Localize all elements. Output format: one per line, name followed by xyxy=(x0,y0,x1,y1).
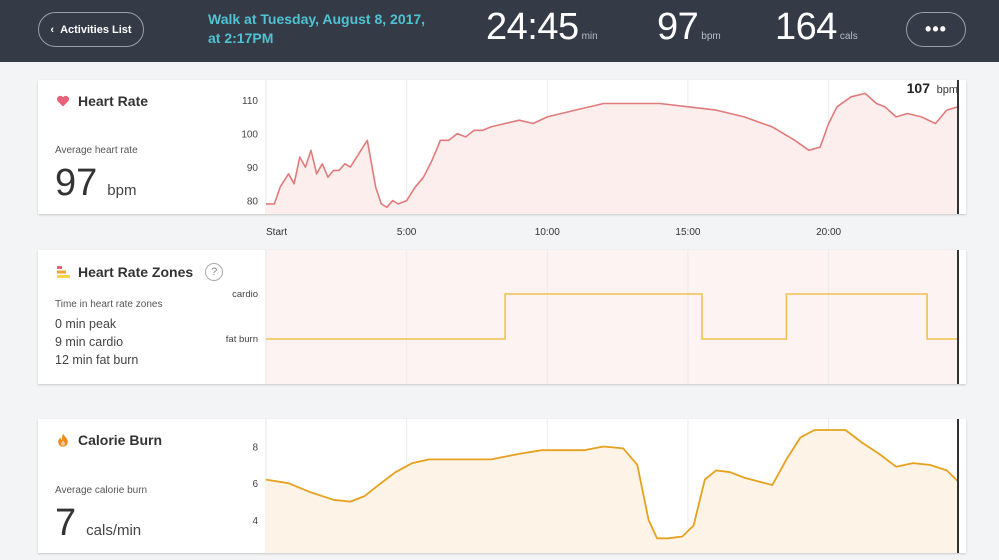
zones-level-label: cardio xyxy=(232,289,258,300)
bpm-unit: bpm xyxy=(701,31,721,42)
hr-y-tick-label: 110 xyxy=(242,96,258,107)
hr-line xyxy=(266,92,959,209)
more-dots-icon: ••• xyxy=(925,19,947,39)
cal-y-tick-label: 6 xyxy=(252,479,258,490)
time-axis: Start 5:00 10:00 15:00 20:00 xyxy=(266,227,842,238)
duration-unit: min xyxy=(581,31,598,42)
current-value-marker: 107 bpm xyxy=(907,80,959,553)
calorie-title: Calorie Burn xyxy=(56,432,162,448)
avg-heart-rate-unit: bpm xyxy=(107,182,137,199)
activity-title: Walk at Tuesday, August 8, 2017, at 2:17… xyxy=(208,10,448,48)
avg-calorie-value: 7 xyxy=(55,502,77,544)
zone-cardio: 9 min cardio xyxy=(55,335,124,349)
duration-value: 24:45 xyxy=(486,6,579,48)
activity-title-line2: at 2:17PM xyxy=(208,30,274,46)
x-tick-label: 15:00 xyxy=(675,227,700,238)
back-button-label: Activities List xyxy=(60,23,132,36)
avg-heart-rate-value: 97 xyxy=(55,162,98,204)
current-bpm-unit: bpm xyxy=(937,84,958,96)
cal-line xyxy=(265,429,959,540)
zones-title: Heart Rate Zones ? xyxy=(56,263,224,281)
avg-heart-rate: 97 bpm xyxy=(55,162,136,205)
x-tick-label: 10:00 xyxy=(535,227,560,238)
zones-time-label: Time in heart rate zones xyxy=(55,299,163,310)
hr-y-tick-label: 80 xyxy=(247,197,259,208)
avg-calorie-label: Average calorie burn xyxy=(55,485,148,496)
more-options-button[interactable]: ••• xyxy=(906,12,966,47)
activities-list-button[interactable]: ‹ Activities List xyxy=(38,12,144,47)
current-bpm-value: 107 xyxy=(907,80,931,96)
cal-area xyxy=(266,430,958,553)
avg-calorie-burn: 7 cals/min xyxy=(55,502,141,545)
zone-peak: 0 min peak xyxy=(55,317,117,331)
chevron-left-icon: ‹ xyxy=(50,23,55,36)
cal-y-tick-label: 4 xyxy=(252,516,258,527)
heart-rate-chart: 80 90 100 110 xyxy=(241,80,959,214)
calories-value: 164 xyxy=(775,6,837,48)
heart-rate-title: Heart Rate xyxy=(56,93,148,109)
x-tick-label: 5:00 xyxy=(397,227,417,238)
calorie-title-text: Calorie Burn xyxy=(78,432,163,448)
avg-calorie-unit: cals/min xyxy=(86,522,142,539)
zones-title-text: Heart Rate Zones xyxy=(78,264,194,280)
bpm-value: 97 xyxy=(657,6,699,48)
x-tick-label: 20:00 xyxy=(816,227,841,238)
duration-stat: 24:45 min xyxy=(486,6,598,49)
help-icon[interactable]: ? xyxy=(205,263,224,281)
zones-level-label: fat burn xyxy=(226,334,258,345)
zones-step-line xyxy=(266,293,958,340)
flame-icon xyxy=(58,433,68,447)
cal-y-tick-label: 8 xyxy=(252,443,258,454)
calories-unit: cals xyxy=(839,31,858,42)
hr-area xyxy=(266,93,958,214)
calories-stat: 164 cals xyxy=(775,6,858,49)
zones-plot-area xyxy=(266,250,958,384)
x-tick-label: Start xyxy=(266,227,287,238)
heart-icon xyxy=(56,95,70,107)
zones-bars-icon xyxy=(57,266,70,278)
hr-y-tick-label: 100 xyxy=(241,130,258,141)
avg-heart-rate-label: Average heart rate xyxy=(55,145,138,156)
top-bar: ‹ Activities List Walk at Tuesday, Augus… xyxy=(0,0,999,62)
zone-fatburn: 12 min fat burn xyxy=(55,353,139,367)
calorie-burn-chart: 4 6 8 xyxy=(252,419,959,553)
hr-y-tick-label: 90 xyxy=(247,163,259,174)
heart-rate-title-text: Heart Rate xyxy=(78,93,149,109)
activity-title-line1: Walk at Tuesday, August 8, 2017, xyxy=(208,11,426,27)
bpm-stat: 97 bpm xyxy=(657,6,721,49)
heart-rate-zones-chart: fat burn cardio xyxy=(226,250,958,384)
